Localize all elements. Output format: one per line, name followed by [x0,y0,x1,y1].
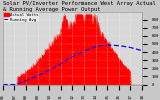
Text: Solar PV/Inverter Performance West Array Actual & Running Average Power Output: Solar PV/Inverter Performance West Array… [3,1,156,12]
Legend: Actual Watts, Running Avg: Actual Watts, Running Avg [4,12,39,22]
